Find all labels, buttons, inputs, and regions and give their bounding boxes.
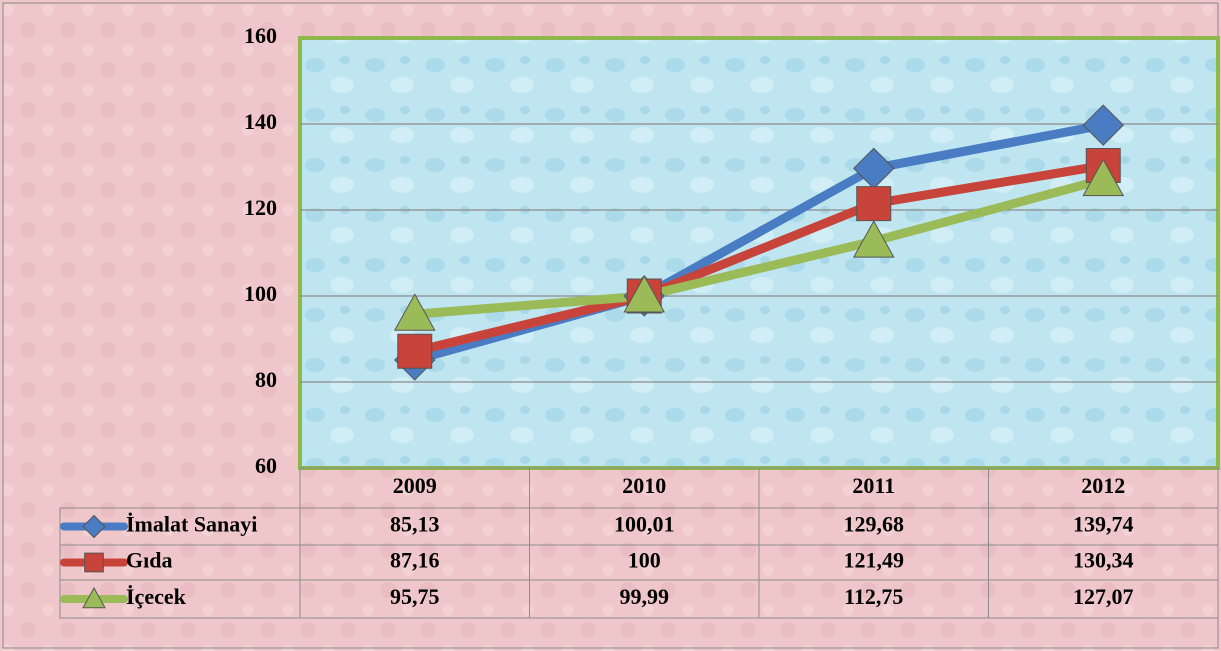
data-point xyxy=(623,275,666,313)
legend-marker xyxy=(84,552,104,573)
x-tick-label: 2010 xyxy=(622,473,666,498)
data-point xyxy=(1082,104,1124,146)
x-tick-label: 2011 xyxy=(852,473,895,498)
legend-label: Gıda xyxy=(126,548,172,573)
legend-marker xyxy=(82,586,106,609)
legend-label: İmalat Sanayi xyxy=(126,512,257,537)
legend-marker xyxy=(82,514,106,539)
data-label: 95,75 xyxy=(390,584,440,609)
data-label: 87,16 xyxy=(390,548,440,573)
data-point xyxy=(397,333,433,369)
x-tick-label: 2012 xyxy=(1081,473,1125,498)
data-point xyxy=(852,220,895,258)
data-point xyxy=(1082,158,1125,197)
data-point xyxy=(393,293,436,331)
data-label: 121,49 xyxy=(844,548,905,573)
data-label: 127,07 xyxy=(1073,584,1134,609)
data-point xyxy=(856,186,892,222)
series-line xyxy=(413,161,1104,356)
data-label: 100 xyxy=(628,548,661,573)
data-label: 129,68 xyxy=(844,512,905,537)
y-tick-label: 120 xyxy=(244,195,277,220)
y-tick-label: 80 xyxy=(255,367,277,392)
data-label: 100,01 xyxy=(614,512,675,537)
y-tick-label: 160 xyxy=(244,23,277,48)
data-label: 85,13 xyxy=(390,512,440,537)
series-line xyxy=(414,175,1105,319)
data-label: 130,34 xyxy=(1073,548,1134,573)
x-tick-label: 2009 xyxy=(393,473,437,498)
legend-label: İçecek xyxy=(126,584,187,609)
y-tick-label: 60 xyxy=(255,453,277,478)
data-label: 139,74 xyxy=(1073,512,1134,537)
y-tick-label: 100 xyxy=(244,281,277,306)
data-label: 112,75 xyxy=(844,584,903,609)
data-label: 99,99 xyxy=(620,584,670,609)
y-tick-label: 140 xyxy=(244,109,277,134)
